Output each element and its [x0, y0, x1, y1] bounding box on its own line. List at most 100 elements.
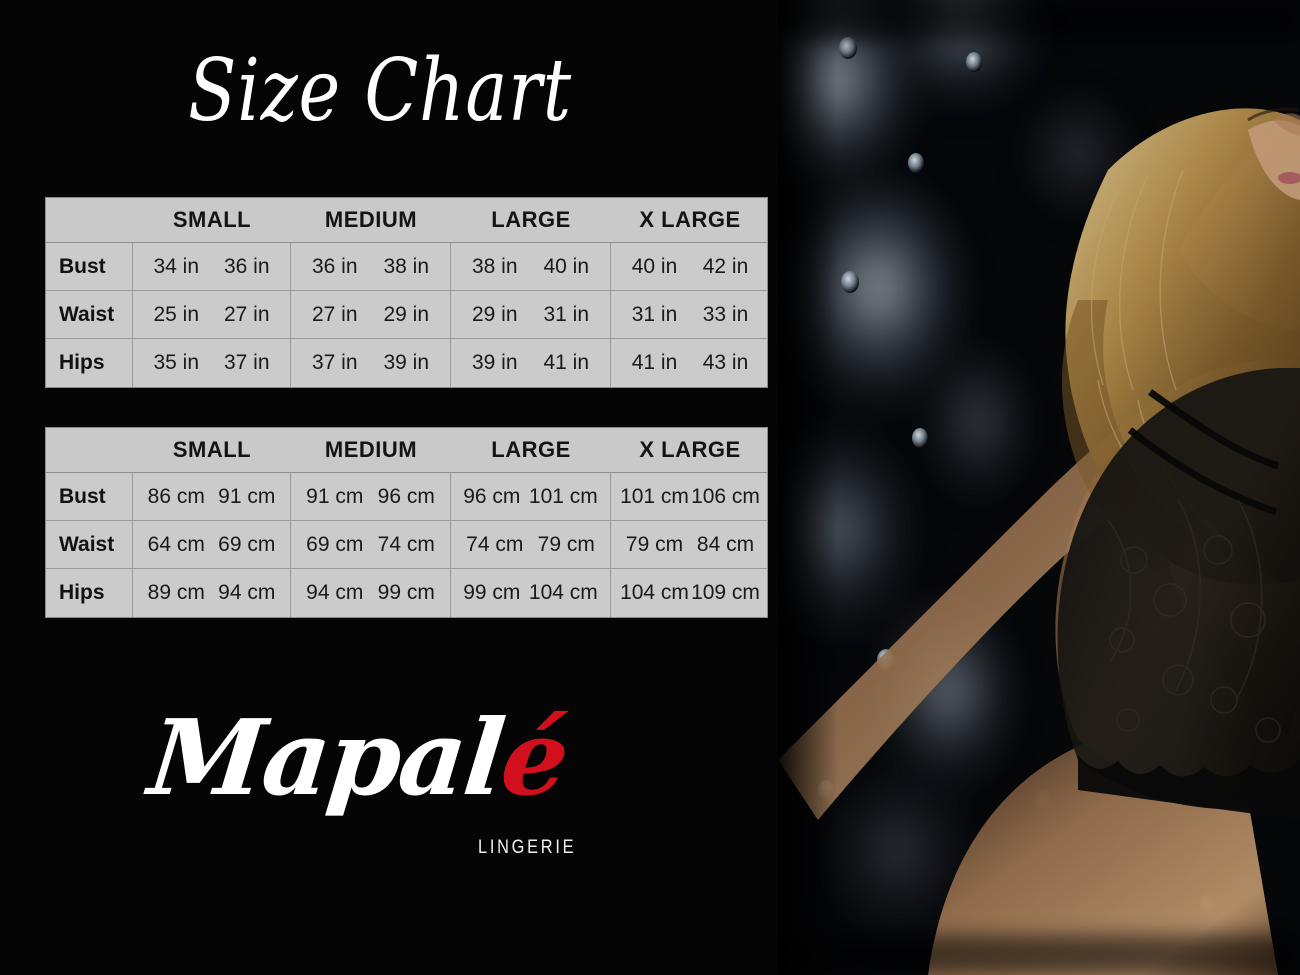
cell-waist-medium: 69 cm 74 cm [291, 521, 451, 568]
page-title: Size Chart [188, 41, 572, 141]
cell-hips-medium: 37 in 39 in [291, 339, 451, 387]
value-max: 36 in [223, 254, 270, 278]
brand-name-main: Mapal [143, 696, 509, 819]
value-max: 91 cm [218, 484, 276, 508]
value-max: 42 in [702, 254, 749, 278]
value-max: 109 cm [691, 581, 760, 604]
model-photo-panel [778, 0, 1300, 975]
header-large: LARGE [491, 207, 571, 232]
value-max: 31 in [543, 302, 590, 326]
table-row: Hips 35 in 37 in 37 in 39 in 39 in 41 in… [46, 339, 767, 387]
cell-waist-large: 29 in 31 in [451, 291, 611, 338]
cell-hips-large: 99 cm 104 cm [451, 569, 611, 617]
cell-waist-x-large: 31 in 33 in [611, 291, 769, 338]
table-row: Hips 89 cm 94 cm 94 cm 99 cm 99 cm 104 c… [46, 569, 767, 617]
value-max: 41 in [543, 351, 590, 374]
value-min: 31 in [631, 302, 678, 326]
cell-bust-large: 96 cm 101 cm [451, 473, 611, 520]
value-max: 43 in [702, 351, 749, 374]
row-label-bust: Bust [46, 473, 133, 520]
centimeters-table: SMALL MEDIUM LARGE X LARGE Bust 86 cm 91… [45, 427, 768, 618]
brand-logo: Mapalé LINGERIE [144, 696, 630, 896]
header-medium: MEDIUM [324, 207, 418, 232]
value-max: 101 cm [528, 484, 598, 508]
value-min: 99 cm [463, 581, 521, 604]
cell-hips-medium: 94 cm 99 cm [291, 569, 451, 617]
value-max: 40 in [543, 254, 590, 278]
header-small: SMALL [172, 207, 252, 232]
value-min: 40 in [631, 254, 678, 278]
cell-hips-x-large: 41 in 43 in [611, 339, 769, 387]
row-label-hips: Hips [46, 339, 133, 387]
brand-tagline: LINGERIE [478, 837, 577, 858]
row-label-hips: Hips [46, 569, 133, 617]
value-min: 41 in [631, 351, 678, 374]
cell-hips-small: 89 cm 94 cm [133, 569, 291, 617]
cell-bust-medium: 36 in 38 in [291, 243, 451, 290]
brand-name: Mapalé [144, 696, 636, 819]
cell-waist-small: 25 in 27 in [133, 291, 291, 338]
value-min: 37 in [311, 351, 358, 374]
cell-hips-x-large: 104 cm 109 cm [611, 569, 769, 617]
value-max: 29 in [383, 302, 430, 326]
value-min: 79 cm [625, 532, 684, 556]
table-row: Waist 25 in 27 in 27 in 29 in 29 in 31 i… [46, 291, 767, 339]
value-max: 99 cm [377, 581, 435, 604]
cell-bust-medium: 91 cm 96 cm [291, 473, 451, 520]
value-max: 96 cm [377, 484, 435, 508]
value-min: 39 in [471, 351, 518, 374]
header-small: SMALL [172, 437, 252, 462]
value-min: 94 cm [306, 581, 364, 604]
table-row: Waist 64 cm 69 cm 69 cm 74 cm 74 cm 79 c… [46, 521, 767, 569]
value-max: 79 cm [537, 532, 595, 556]
cell-bust-small: 86 cm 91 cm [133, 473, 291, 520]
value-max: 27 in [223, 302, 270, 326]
value-min: 34 in [153, 254, 200, 278]
table-header-row: SMALL MEDIUM LARGE X LARGE [46, 428, 767, 473]
cell-waist-small: 64 cm 69 cm [133, 521, 291, 568]
value-min: 74 cm [466, 532, 524, 556]
value-min: 96 cm [463, 484, 521, 508]
value-max: 104 cm [528, 581, 598, 604]
value-max: 106 cm [691, 484, 760, 508]
value-max: 38 in [383, 254, 430, 278]
value-min: 91 cm [306, 484, 364, 508]
value-max: 37 in [223, 351, 270, 374]
row-label-waist: Waist [46, 291, 133, 338]
value-min: 36 in [311, 254, 358, 278]
value-min: 101 cm [620, 484, 689, 508]
header-x-large: X LARGE [639, 437, 741, 462]
value-min: 27 in [311, 302, 358, 326]
row-label-bust: Bust [46, 243, 133, 290]
header-large: LARGE [491, 437, 571, 462]
value-min: 86 cm [147, 484, 205, 508]
cell-bust-x-large: 101 cm 106 cm [611, 473, 769, 520]
value-max: 84 cm [696, 532, 755, 556]
cell-waist-large: 74 cm 79 cm [451, 521, 611, 568]
table-row: Bust 34 in 36 in 36 in 38 in 38 in 40 in… [46, 243, 767, 291]
value-max: 94 cm [218, 581, 276, 604]
value-min: 69 cm [306, 532, 364, 556]
value-max: 69 cm [218, 532, 276, 556]
table-row: Bust 86 cm 91 cm 91 cm 96 cm 96 cm 101 c… [46, 473, 767, 521]
brand-name-accent: é [495, 696, 573, 819]
value-max: 33 in [702, 302, 749, 326]
value-min: 25 in [153, 302, 200, 326]
row-label-waist: Waist [46, 521, 133, 568]
value-min: 35 in [153, 351, 200, 374]
value-min: 89 cm [147, 581, 205, 604]
cell-bust-x-large: 40 in 42 in [611, 243, 769, 290]
value-max: 74 cm [377, 532, 435, 556]
value-min: 29 in [471, 302, 518, 326]
cell-waist-x-large: 79 cm 84 cm [611, 521, 769, 568]
cell-waist-medium: 27 in 29 in [291, 291, 451, 338]
cell-hips-large: 39 in 41 in [451, 339, 611, 387]
header-medium: MEDIUM [324, 437, 418, 462]
cell-hips-small: 35 in 37 in [133, 339, 291, 387]
cell-bust-small: 34 in 36 in [133, 243, 291, 290]
cell-bust-large: 38 in 40 in [451, 243, 611, 290]
value-min: 38 in [471, 254, 518, 278]
inches-table: SMALL MEDIUM LARGE X LARGE Bust 34 in 36… [45, 197, 768, 388]
value-max: 39 in [383, 351, 430, 374]
